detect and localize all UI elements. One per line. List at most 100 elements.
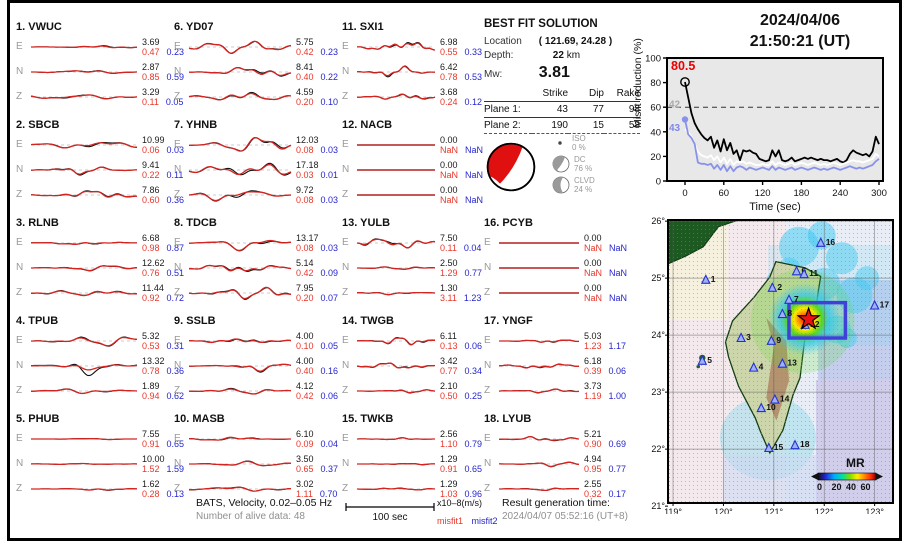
waveform-trace — [499, 487, 580, 491]
misfit2-value: 0.07 — [320, 292, 339, 303]
waveform-trace — [30, 93, 138, 99]
station-title: 5. PHUB — [16, 413, 60, 425]
mw-value: 3.81 — [538, 64, 570, 81]
misfit2-value: 0.06 — [464, 340, 483, 351]
svg-text:80.5: 80.5 — [671, 59, 695, 73]
station-block-YNGF: 17. YNGF E 5.03 1.23 1.17 N 6.18 0.39 0.06 Z 3.73 1… — [484, 314, 626, 403]
station-marker-14 — [769, 393, 780, 404]
misfit2-value: 0.13 — [166, 488, 185, 499]
trace-values: 0.00 NaN NaN — [584, 283, 627, 303]
amplitude-value: 6.42 — [440, 61, 458, 72]
amplitude-value: 0.00 — [440, 159, 458, 170]
waveform-row-N: N 8.41 0.40 0.22 — [174, 59, 338, 84]
misfit1-value: 0.90 — [584, 438, 602, 449]
misfit2-value: 0.09 — [320, 267, 339, 278]
trace-values: 5.32 0.53 0.31 — [142, 331, 184, 351]
svg-text:300: 300 — [871, 188, 887, 199]
misfit1-value: 0.11 — [142, 96, 159, 107]
trace-values: 1.29 1.03 0.96 — [440, 479, 482, 499]
station-marker-4 — [748, 361, 759, 372]
component-label: Z — [16, 385, 23, 396]
waveform-row-N: N 12.62 0.76 0.51 — [16, 255, 184, 280]
station-marker-6 — [791, 265, 802, 276]
trace-values: 9.72 0.08 0.03 — [296, 185, 338, 205]
misfit2-value: NaN — [609, 267, 628, 278]
svg-text:0: 0 — [682, 188, 687, 199]
component-label: Z — [16, 483, 23, 494]
station-marker-13 — [777, 357, 788, 368]
component-label: N — [16, 360, 24, 371]
component-label: N — [16, 66, 24, 77]
svg-text:21°: 21° — [651, 501, 665, 511]
svg-text:0: 0 — [656, 177, 661, 188]
trace-values: 2.55 0.32 0.17 — [584, 479, 626, 499]
waveform-trace — [356, 237, 436, 248]
waveform-row-E: E 3.69 0.47 0.23 — [16, 34, 184, 59]
epicenter-star — [796, 306, 821, 330]
station-block-TWKB: 15. TWKB E 2.56 1.10 0.79 N 1.29 0.91 0.65 Z 1.29 1… — [342, 412, 482, 501]
component-label: Z — [174, 287, 181, 298]
station-title: 13. YULB — [342, 217, 391, 229]
svg-text:121°: 121° — [765, 507, 784, 514]
component-label: Z — [174, 385, 181, 396]
waveform-trace — [499, 338, 580, 343]
nodal-plane-table: Strike Dip Rake Plane 1: 43 77 98 Plane … — [484, 86, 640, 134]
station-block-YHNB: 7. YHNB E 12.03 0.08 0.03 N 17.18 0.03 0.01 Z 9.72… — [174, 118, 338, 207]
plane2-rake: 58 — [604, 117, 640, 134]
component-label: N — [174, 262, 182, 273]
waveform-trace — [357, 265, 435, 270]
amplitude-value: 3.68 — [440, 86, 458, 97]
station-title: 10. MASB — [174, 413, 225, 425]
waveform-trace — [356, 388, 436, 393]
amplitude-value: 13.32 — [142, 355, 165, 366]
svg-text:4: 4 — [759, 362, 764, 372]
component-label: N — [342, 164, 350, 175]
svg-text:16: 16 — [826, 237, 836, 247]
svg-text:17: 17 — [880, 300, 890, 310]
data-source-label: BATS, Velocity, 0.02–0.05 Hz — [196, 497, 333, 509]
svg-text:1: 1 — [711, 274, 716, 284]
amplitude-value: 17.18 — [296, 159, 319, 170]
misfit2-value: 0.77 — [608, 463, 627, 474]
plane1-strike: 43 — [532, 101, 568, 118]
trace-values: 4.00 0.40 0.16 — [296, 356, 338, 376]
station-block-LYUB: 18. LYUB E 5.21 0.90 0.69 N 4.94 0.95 0.77 Z 2.55 0… — [484, 412, 626, 501]
svg-text:22°: 22° — [651, 444, 665, 454]
waveform-row-N: N 3.42 0.77 0.34 — [342, 353, 482, 378]
svg-text:7: 7 — [794, 294, 799, 304]
misfit2-value: 0.05 — [165, 96, 184, 107]
waveform-trace — [357, 143, 435, 146]
station-title: 18. LYUB — [484, 413, 532, 425]
trace-values: 12.03 0.08 0.03 — [296, 135, 338, 155]
component-label: E — [16, 335, 23, 346]
amplitude-value: 7.95 — [296, 282, 314, 293]
misfit1-value: 0.42 — [296, 46, 314, 57]
svg-text:18: 18 — [800, 439, 810, 449]
trace-values: 6.18 0.39 0.06 — [584, 356, 626, 376]
waveform-trace — [357, 487, 436, 491]
amplitude-value: 6.11 — [440, 330, 457, 341]
waveform-row-N: N 2.50 1.29 0.77 — [342, 255, 482, 280]
trace-values: 6.11 0.13 0.06 — [440, 331, 482, 351]
scalebar-label: 100 sec — [372, 512, 408, 523]
station-block-TWGB: 14. TWGB E 6.11 0.13 0.06 N 3.42 0.77 0.34 Z 2.10 0… — [342, 314, 482, 403]
trace-values: 3.29 0.11 0.05 — [142, 87, 183, 107]
component-label: E — [174, 41, 181, 52]
svg-text:0: 0 — [817, 482, 822, 492]
station-title: 15. TWKB — [342, 413, 394, 425]
waveform-row-Z: Z 1.62 0.28 0.13 — [16, 476, 184, 501]
svg-text:60: 60 — [650, 103, 661, 114]
waveform-trace — [189, 239, 292, 251]
misfit2-value: 0.53 — [464, 71, 483, 82]
misfit2-value: 0.72 — [166, 292, 185, 303]
amplitude-value: 10.00 — [142, 453, 165, 464]
component-label: Z — [174, 189, 181, 200]
misfit2-value: 0.65 — [464, 463, 483, 474]
component-label: E — [484, 335, 491, 346]
station-marker-3 — [736, 332, 746, 343]
misfit2-value: 0.37 — [320, 463, 339, 474]
amplitude-value: 11.44 — [142, 282, 164, 293]
misfit2-value: NaN — [609, 242, 628, 253]
component-label: Z — [484, 483, 491, 494]
misfit2-value: 0.05 — [320, 340, 339, 351]
